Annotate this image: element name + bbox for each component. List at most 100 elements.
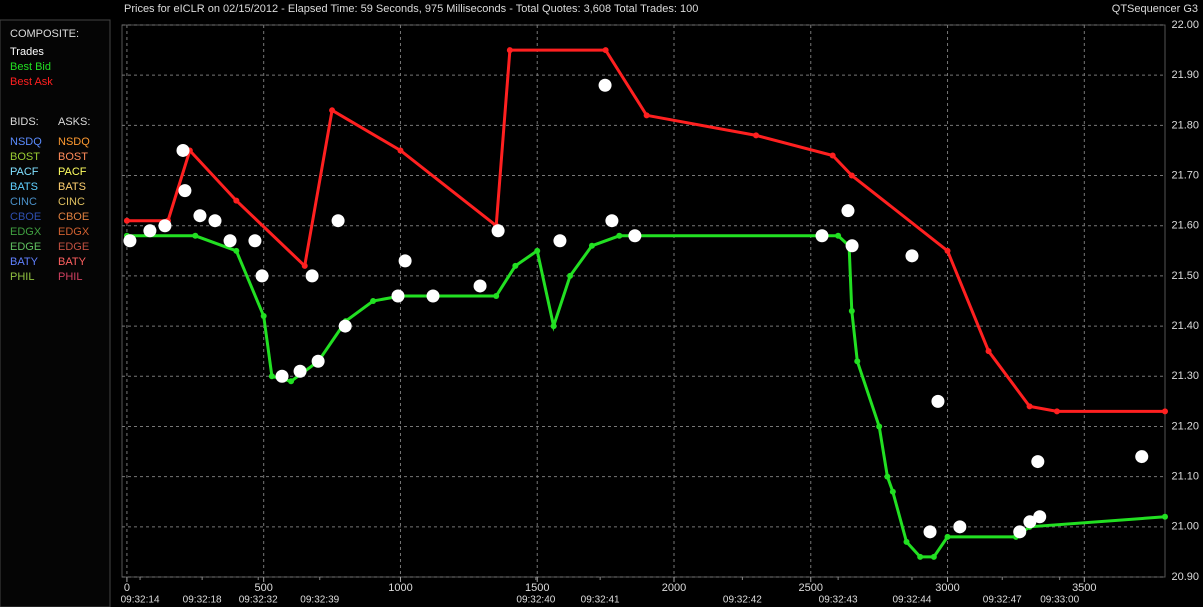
quote-point bbox=[643, 112, 650, 119]
quote-point bbox=[917, 553, 924, 560]
trade-point bbox=[223, 234, 237, 248]
time-tick-label: 09:32:32 bbox=[239, 595, 278, 606]
quote-point bbox=[506, 47, 513, 54]
quote-point bbox=[602, 47, 609, 54]
trade-point bbox=[905, 249, 919, 263]
exchange-legend-entry: BATY bbox=[58, 256, 87, 268]
trade-point bbox=[1023, 515, 1037, 529]
y-tick-label: 22.00 bbox=[1171, 19, 1199, 31]
quote-point bbox=[534, 247, 541, 254]
trade-point bbox=[1033, 510, 1047, 524]
quote-point bbox=[1162, 513, 1168, 520]
exchange-legend-entry: EDGX bbox=[58, 226, 90, 238]
quote-point bbox=[567, 272, 574, 279]
trade-point bbox=[628, 229, 642, 243]
quote-point bbox=[588, 242, 595, 249]
quote-point bbox=[616, 232, 623, 239]
legend-panel bbox=[0, 19, 111, 607]
trade-point bbox=[123, 234, 137, 248]
y-tick-label: 21.90 bbox=[1171, 69, 1199, 81]
exchange-legend-entry: EDGE bbox=[58, 241, 89, 253]
exchange-legend-entry: PACF bbox=[10, 166, 39, 178]
quote-point bbox=[493, 292, 500, 299]
trade-point bbox=[338, 319, 352, 333]
legend-entry: Trades bbox=[10, 46, 44, 58]
quote-point bbox=[1162, 408, 1168, 415]
time-tick-label: 09:32:42 bbox=[723, 595, 762, 606]
quote-point bbox=[944, 533, 951, 540]
y-tick-label: 21.70 bbox=[1171, 169, 1199, 181]
bids-label: BIDS: bbox=[10, 116, 39, 128]
time-tick-label: 09:32:14 bbox=[121, 595, 160, 606]
x-tick-label: 3500 bbox=[1072, 582, 1096, 594]
exchange-legend-entry: PACF bbox=[58, 166, 87, 178]
trade-point bbox=[398, 254, 412, 268]
quote-point bbox=[930, 553, 937, 560]
trade-point bbox=[1013, 525, 1027, 539]
exchange-legend-entry: PHIL bbox=[58, 271, 82, 283]
exchange-legend-entry: BOST bbox=[58, 151, 88, 163]
trade-point bbox=[305, 269, 319, 283]
quote-point bbox=[753, 132, 760, 139]
plot-area bbox=[121, 24, 1166, 578]
legend-entry: Best Bid bbox=[10, 61, 51, 73]
exchange-legend-entry: EDGX bbox=[10, 226, 42, 238]
chart-title: Prices for eICLR on 02/15/2012 - Elapsed… bbox=[124, 3, 698, 15]
quote-point bbox=[268, 373, 275, 380]
trade-point bbox=[311, 354, 325, 368]
quote-point bbox=[288, 378, 295, 385]
trade-point bbox=[931, 394, 945, 408]
y-tick-label: 21.50 bbox=[1171, 270, 1199, 282]
legend-entry: Best Ask bbox=[10, 76, 53, 88]
trade-point bbox=[815, 229, 829, 243]
trade-point bbox=[841, 204, 855, 218]
quote-point bbox=[550, 323, 557, 330]
quote-point bbox=[944, 247, 951, 254]
y-tick-label: 21.00 bbox=[1171, 521, 1199, 533]
exchange-legend-entry: NSDQ bbox=[10, 136, 42, 148]
y-tick-label: 21.30 bbox=[1171, 370, 1199, 382]
quote-point bbox=[260, 313, 267, 320]
trade-point bbox=[953, 520, 967, 534]
x-tick-label: 1000 bbox=[388, 582, 412, 594]
trade-point bbox=[176, 143, 190, 157]
y-tick-label: 21.20 bbox=[1171, 420, 1199, 432]
quote-point bbox=[512, 262, 519, 269]
exchange-legend-entry: BOST bbox=[10, 151, 40, 163]
time-tick-label: 09:32:43 bbox=[819, 595, 858, 606]
time-tick-label: 09:33:00 bbox=[1040, 595, 1079, 606]
trade-point bbox=[553, 234, 567, 248]
trade-point bbox=[178, 184, 192, 198]
y-tick-label: 21.40 bbox=[1171, 320, 1199, 332]
trade-point bbox=[923, 525, 937, 539]
trade-point bbox=[293, 364, 307, 378]
exchange-legend-entry: BATS bbox=[58, 181, 86, 193]
quote-point bbox=[876, 423, 883, 430]
time-tick-label: 09:32:39 bbox=[300, 595, 339, 606]
y-tick-label: 21.80 bbox=[1171, 119, 1199, 131]
trade-point bbox=[845, 239, 859, 253]
quote-point bbox=[829, 152, 836, 159]
quote-point bbox=[233, 247, 240, 254]
quote-point bbox=[884, 473, 891, 480]
x-tick-label: 0 bbox=[124, 582, 130, 594]
time-tick-label: 09:32:44 bbox=[893, 595, 932, 606]
exchange-legend-entry: PHIL bbox=[10, 271, 34, 283]
trade-point bbox=[391, 289, 405, 303]
x-tick-label: 2500 bbox=[799, 582, 823, 594]
trade-point bbox=[143, 224, 157, 238]
exchange-legend-entry: CINC bbox=[10, 196, 37, 208]
quote-point bbox=[854, 358, 861, 365]
trade-point bbox=[275, 369, 289, 383]
trade-point bbox=[1135, 450, 1149, 464]
quote-point bbox=[397, 147, 404, 154]
quote-point bbox=[233, 197, 240, 204]
y-tick-label: 21.60 bbox=[1171, 220, 1199, 232]
time-tick-label: 09:32:18 bbox=[183, 595, 222, 606]
x-tick-label: 1500 bbox=[525, 582, 549, 594]
trade-point bbox=[473, 279, 487, 293]
quote-point bbox=[329, 107, 336, 114]
quote-point bbox=[848, 172, 855, 179]
asks-label: ASKS: bbox=[58, 116, 90, 128]
